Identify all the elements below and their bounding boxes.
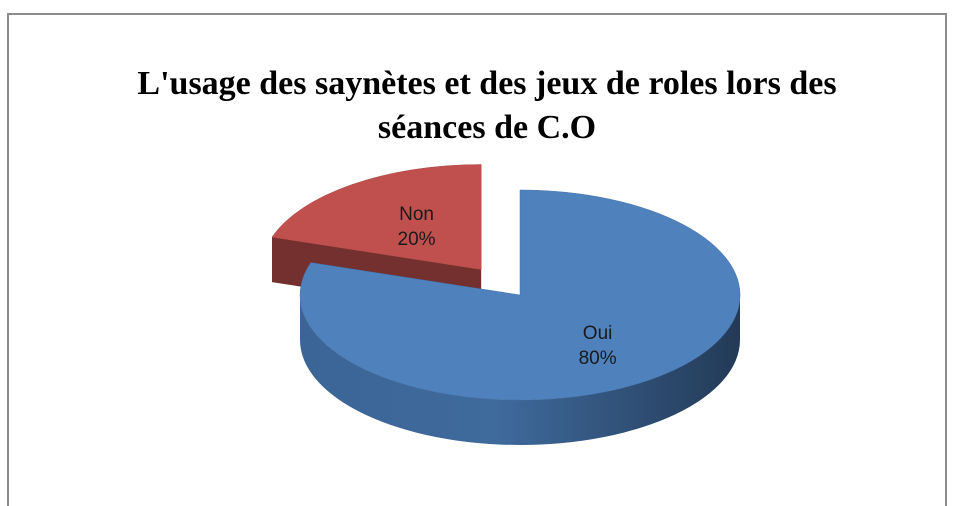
pie-slice [271, 164, 482, 270]
chart-border [7, 13, 947, 506]
chart-title: L'usage des saynètes et des jeux de role… [137, 65, 837, 146]
slice-side [300, 295, 740, 445]
slice-value-label: 20% [398, 229, 436, 250]
slice-value-label: 80% [579, 348, 617, 369]
pie-slice [299, 189, 741, 401]
slice-category-label: Non [399, 204, 434, 225]
slice-category-label: Oui [583, 323, 613, 344]
